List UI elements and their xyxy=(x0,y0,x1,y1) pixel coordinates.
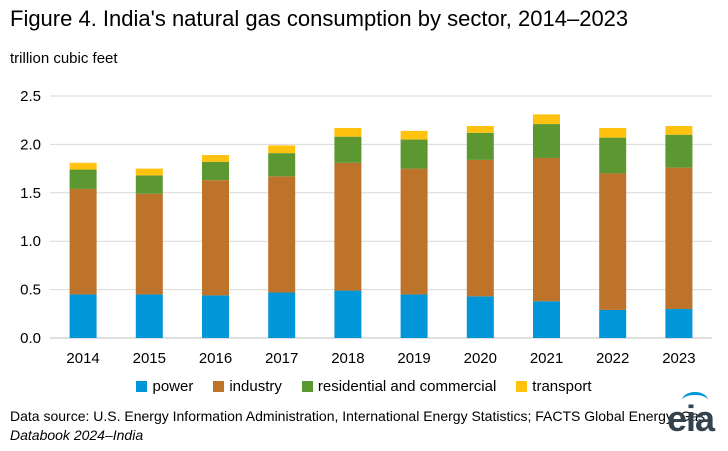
bar-residential-2017 xyxy=(268,153,296,177)
bar-industry-2020 xyxy=(466,159,494,297)
y-tick-label: 0.5 xyxy=(20,282,41,299)
bar-industry-2019 xyxy=(400,168,428,295)
bar-power-2014 xyxy=(69,294,97,338)
legend-label: power xyxy=(152,378,194,395)
bar-industry-2017 xyxy=(268,176,296,293)
x-tick-label: 2018 xyxy=(331,350,364,367)
bar-power-2017 xyxy=(268,292,296,338)
chart-title: Figure 4. India's natural gas consumptio… xyxy=(10,6,629,31)
bar-industry-2018 xyxy=(334,162,362,291)
bar-transport-2018 xyxy=(334,127,362,137)
bar-transport-2020 xyxy=(466,126,494,133)
bar-industry-2015 xyxy=(135,193,163,295)
bar-transport-2014 xyxy=(69,162,97,170)
x-tick-label: 2019 xyxy=(397,350,430,367)
bar-residential-2019 xyxy=(400,139,428,169)
bar-transport-2023 xyxy=(665,126,693,135)
eia-logo-arc xyxy=(682,392,708,409)
unit-label: trillion cubic feet xyxy=(10,50,118,67)
bar-power-2019 xyxy=(400,294,428,338)
bar-transport-2022 xyxy=(599,127,627,138)
x-tick-label: 2014 xyxy=(66,350,99,367)
bar-industry-2016 xyxy=(202,180,229,296)
bar-residential-2016 xyxy=(202,161,229,181)
legend-item-power: power xyxy=(136,378,193,395)
legend-swatch-residential xyxy=(301,381,313,392)
bar-transport-2017 xyxy=(268,145,296,154)
bar-industry-2014 xyxy=(69,188,97,295)
x-tick-label: 2021 xyxy=(530,350,563,367)
y-tick-label: 2.0 xyxy=(20,136,41,153)
source-title: Gas Databook 2024–India xyxy=(10,408,706,443)
bar-transport-2015 xyxy=(135,168,163,176)
legend-item-residential: residential and commercial xyxy=(301,378,497,395)
bar-residential-2021 xyxy=(533,124,560,158)
chart-area: 0.0 0.5 1.0 1.5 2.0 2.5 2014 2015 2016 2017 2018 20… xyxy=(20,88,712,367)
bar-residential-2023 xyxy=(665,134,693,168)
legend-swatch-power xyxy=(136,381,148,392)
y-tick-label: 1.0 xyxy=(20,233,41,250)
data-source-note: Data source: U.S. Energy Information Adm… xyxy=(10,407,728,445)
bar-transport-2016 xyxy=(202,155,229,162)
y-tick-label: 1.5 xyxy=(20,185,41,202)
bar-transport-2019 xyxy=(400,130,428,140)
legend-label: residential and commercial xyxy=(317,378,497,395)
bar-power-2023 xyxy=(665,308,693,338)
bar-residential-2020 xyxy=(466,132,494,160)
x-tick-label: 2016 xyxy=(199,350,232,367)
x-tick-label: 2017 xyxy=(265,350,298,367)
bar-power-2018 xyxy=(334,290,362,338)
x-tick-label: 2015 xyxy=(133,350,166,367)
y-tick-label: 2.5 xyxy=(20,88,41,105)
bar-industry-2023 xyxy=(665,167,693,309)
bar-industry-2022 xyxy=(599,173,627,310)
legend-item-industry: industry xyxy=(213,378,282,395)
source-text: Data source: U.S. Energy Information Adm… xyxy=(10,408,680,424)
bar-residential-2022 xyxy=(599,137,627,174)
bar-industry-2021 xyxy=(533,157,560,302)
bar-residential-2014 xyxy=(69,169,97,189)
x-tick-label: 2020 xyxy=(464,350,497,367)
legend-label: transport xyxy=(532,378,592,395)
bar-residential-2018 xyxy=(334,136,362,163)
y-tick-label: 0.0 xyxy=(20,330,41,347)
bar-transport-2021 xyxy=(533,114,560,125)
legend-label: industry xyxy=(229,378,282,395)
bar-power-2016 xyxy=(202,295,229,338)
bar-power-2022 xyxy=(599,309,627,338)
legend-swatch-industry xyxy=(213,381,225,392)
x-tick-label: 2022 xyxy=(596,350,629,367)
legend-item-transport: transport xyxy=(516,378,592,395)
bar-power-2020 xyxy=(466,296,494,338)
legend-swatch-transport xyxy=(516,381,528,392)
x-tick-label: 2023 xyxy=(662,350,695,367)
bar-power-2015 xyxy=(135,294,163,338)
eia-logo: eia xyxy=(666,398,715,439)
bar-power-2021 xyxy=(533,301,560,338)
legend: power industry residential and commercia… xyxy=(0,378,728,395)
bar-residential-2015 xyxy=(135,175,163,194)
